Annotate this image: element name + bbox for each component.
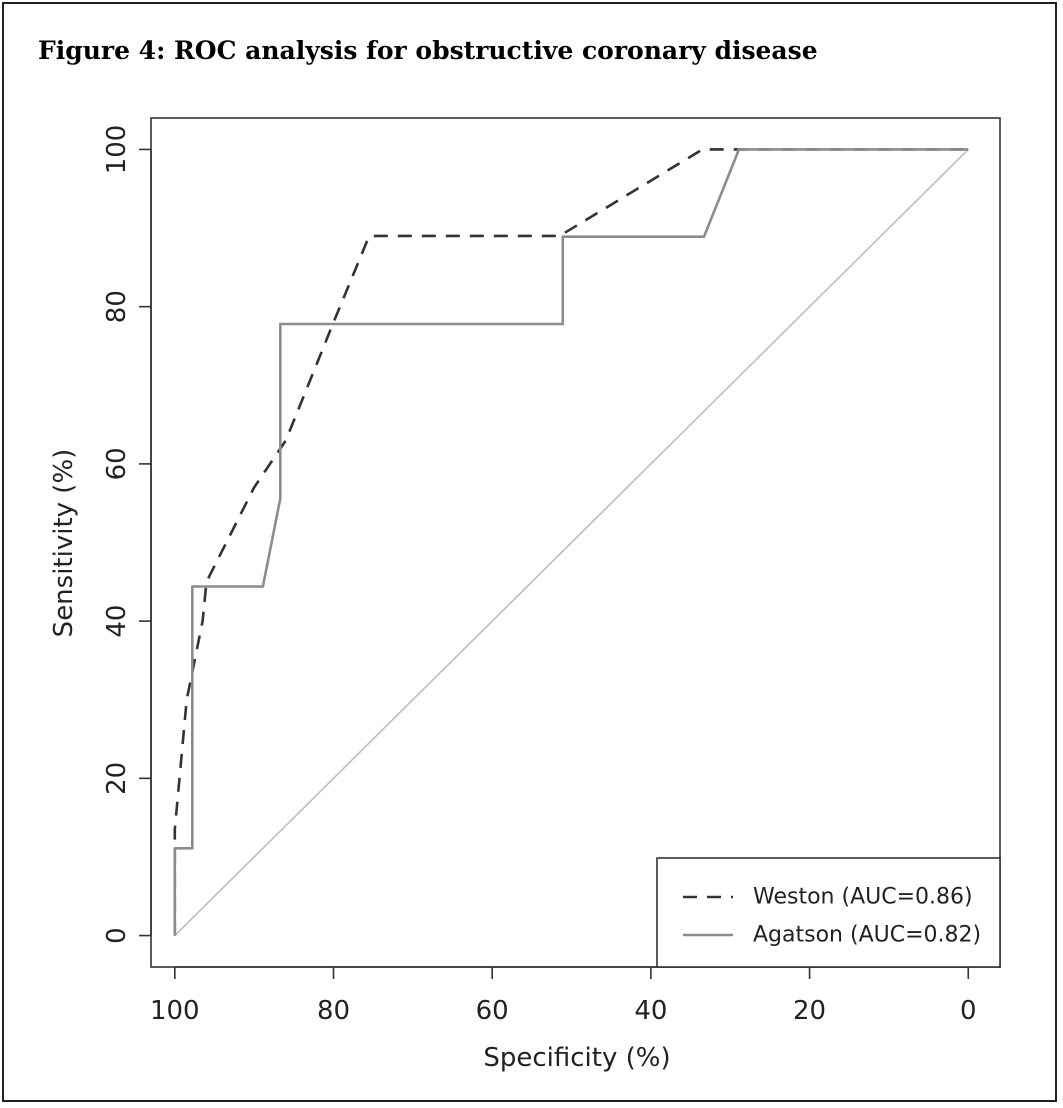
y-tick-label: 0 [102,927,132,944]
reference-diagonal [174,148,969,937]
y-tick-label: 100 [102,125,132,175]
x-tick-label: 20 [793,996,826,1026]
x-axis-label: Specificity (%) [483,1043,670,1073]
y-tick-label: 60 [102,447,132,480]
y-axis-label: Sensitivity (%) [49,449,79,638]
legend-label-weston: Weston (AUC=0.86) [753,885,973,910]
series-layer [173,148,969,936]
x-tick-label: 80 [317,996,350,1026]
legend-box [656,857,1001,968]
x-tick-label: 40 [634,996,667,1026]
series-line-weston [173,148,969,936]
y-tick-label: 20 [102,762,132,795]
series-line-agatson [173,148,969,936]
x-tick-label: 0 [960,996,977,1026]
legend: Weston (AUC=0.86) Agatson (AUC=0.82) [656,857,1001,968]
y-axis: 0 20 40 60 80 100 [102,125,152,944]
figure-title: Figure 4: ROC analysis for obstructive c… [38,36,818,65]
legend-label-agatson: Agatson (AUC=0.82) [753,923,981,948]
y-tick-label: 40 [102,605,132,638]
x-tick-label: 100 [150,996,200,1026]
y-tick-label: 80 [102,290,132,323]
x-tick-label: 60 [476,996,509,1026]
